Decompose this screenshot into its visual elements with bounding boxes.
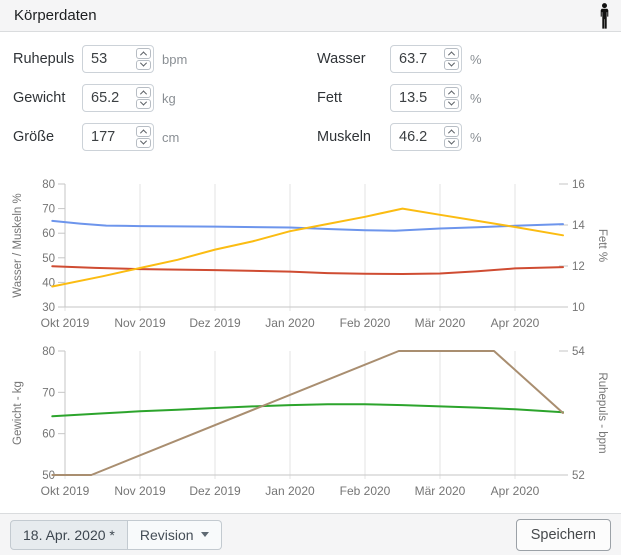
x-axis-label: Apr 2020	[491, 316, 540, 330]
unit-label: %	[470, 90, 482, 106]
person-body-icon[interactable]	[598, 2, 611, 29]
axis-tick-label: 60	[42, 228, 55, 240]
x-axis-label: Nov 2019	[114, 484, 166, 498]
number-stepper[interactable]	[136, 126, 151, 148]
field-wasser: Wasser %	[317, 45, 482, 73]
x-axis-label: Feb 2020	[340, 484, 391, 498]
axis-tick-label: 12	[572, 261, 585, 273]
axis-tick-label: 60	[42, 429, 55, 441]
right-axis-title: Ruhepuls - bpm	[596, 372, 608, 453]
series-line-gewicht	[51, 403, 564, 418]
field-label: Gewicht	[13, 90, 66, 106]
field-label: Muskeln	[317, 129, 371, 145]
field-groesse: Größe cm	[13, 123, 187, 151]
x-axis-label: Okt 2019	[41, 316, 90, 330]
chevron-up-icon[interactable]	[444, 48, 459, 59]
chevron-down-icon[interactable]	[136, 59, 151, 70]
date-button[interactable]: 18. Apr. 2020 *	[10, 519, 128, 550]
right-axis-title: Fett %	[596, 229, 608, 262]
x-axis-label: Jan 2020	[265, 484, 315, 498]
form-column-right: Wasser % Fett % Muskeln	[317, 45, 482, 162]
left-axis-title: Gewicht - kg	[12, 381, 24, 445]
revision-label: Revision	[139, 526, 194, 543]
field-label: Größe	[13, 129, 55, 145]
chevron-up-icon[interactable]	[136, 87, 151, 98]
axis-tick-label: 40	[42, 277, 55, 289]
axis-tick-label: 50	[42, 470, 55, 482]
page-title: Körperdaten	[14, 7, 97, 24]
header-bar: Körperdaten	[0, 0, 621, 32]
field-ruhepuls: Ruhepuls bpm	[13, 45, 187, 73]
x-axis-label: Mär 2020	[415, 316, 466, 330]
number-stepper[interactable]	[136, 87, 151, 109]
chevron-down-icon[interactable]	[136, 137, 151, 148]
revision-dropdown-button[interactable]: Revision	[127, 519, 222, 550]
series-line-ruhepuls	[51, 350, 564, 476]
x-axis-label: Dez 2019	[189, 484, 241, 498]
field-label: Ruhepuls	[13, 51, 75, 67]
series-line-wasser	[51, 219, 564, 232]
revision-button-group: 18. Apr. 2020 * Revision	[10, 519, 222, 550]
field-muskeln: Muskeln %	[317, 123, 482, 151]
number-stepper[interactable]	[444, 126, 459, 148]
chevron-up-icon[interactable]	[444, 126, 459, 137]
series-line-fett	[51, 207, 564, 288]
axis-tick-label: 30	[42, 302, 55, 314]
axis-tick-label: 80	[42, 346, 55, 358]
axis-tick-label: 52	[572, 470, 585, 482]
axis-tick-label: 80	[42, 179, 55, 191]
axis-tick-label: 10	[572, 302, 585, 314]
save-button[interactable]: Speichern	[515, 518, 611, 551]
number-stepper[interactable]	[444, 48, 459, 70]
unit-label: kg	[162, 90, 176, 106]
chevron-up-icon[interactable]	[136, 48, 151, 59]
chevron-down-icon[interactable]	[136, 98, 151, 109]
x-axis-label: Jan 2020	[265, 316, 315, 330]
x-axis-label: Apr 2020	[491, 484, 540, 498]
chart-wasser-muskeln-fett: Okt 2019 Nov 2019 Dez 2019 Jan 2020 Feb 2020…	[12, 179, 608, 330]
axis-tick-label: 16	[572, 179, 585, 191]
chevron-up-icon[interactable]	[444, 87, 459, 98]
unit-label: %	[470, 129, 482, 145]
chevron-down-icon[interactable]	[444, 137, 459, 148]
x-axis-label: Nov 2019	[114, 316, 166, 330]
footer-bar: 18. Apr. 2020 * Revision Speichern	[0, 513, 621, 555]
x-axis-label: Dez 2019	[189, 316, 241, 330]
axis-tick-label: 70	[42, 387, 55, 399]
number-stepper[interactable]	[136, 48, 151, 70]
form-column-left: Ruhepuls bpm Gewicht kg Größe	[13, 45, 187, 162]
x-axis-label: Mär 2020	[415, 484, 466, 498]
fett-input[interactable]	[390, 84, 462, 112]
unit-label: %	[470, 51, 482, 67]
caret-down-icon	[200, 532, 209, 537]
field-fett: Fett %	[317, 84, 482, 112]
x-axis-label: Okt 2019	[41, 484, 90, 498]
person-body-icon-glyph	[600, 2, 609, 29]
unit-label: bpm	[162, 51, 188, 67]
number-stepper[interactable]	[444, 87, 459, 109]
axis-tick-label: 50	[42, 253, 55, 265]
chevron-up-icon[interactable]	[136, 126, 151, 137]
field-label: Wasser	[317, 51, 366, 67]
unit-label: cm	[162, 129, 180, 145]
field-label: Fett	[317, 90, 342, 106]
chevron-down-icon[interactable]	[444, 59, 459, 70]
chart-gewicht-ruhepuls: Okt 2019 Nov 2019 Dez 2019 Jan 2020 Feb 2020…	[12, 346, 608, 498]
axis-tick-label: 14	[572, 220, 585, 232]
axis-tick-label: 54	[572, 346, 585, 358]
axis-tick-label: 70	[42, 204, 55, 216]
left-axis-title: Wasser / Muskeln %	[12, 193, 24, 297]
x-axis-label: Feb 2020	[340, 316, 391, 330]
chevron-down-icon[interactable]	[444, 98, 459, 109]
field-gewicht: Gewicht kg	[13, 84, 187, 112]
